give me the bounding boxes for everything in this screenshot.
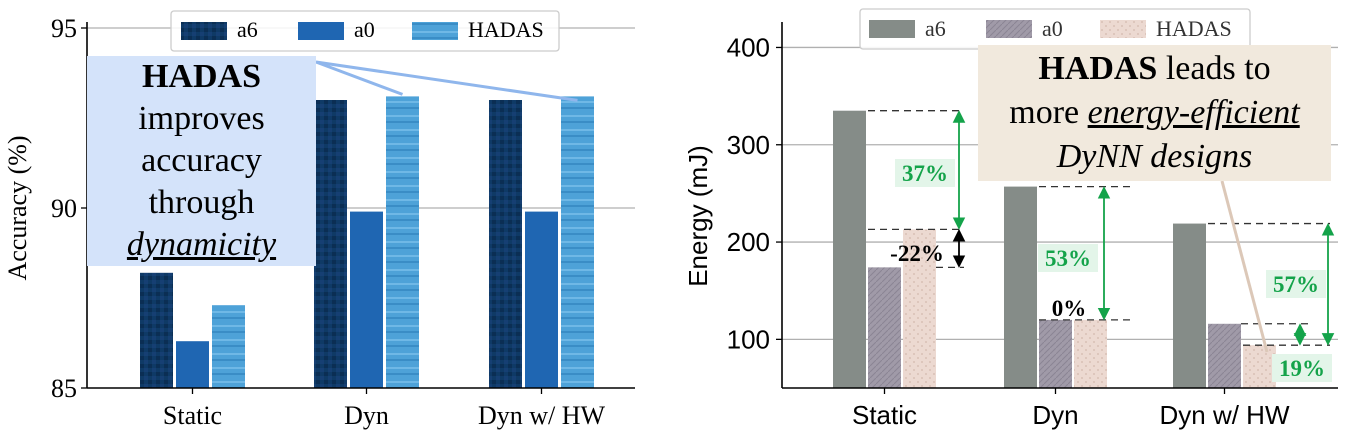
left-bar-a0 (525, 211, 558, 388)
percent-label: 57% (1273, 272, 1319, 297)
right-legend-label: a6 (925, 16, 946, 41)
right-bar-a0 (1208, 323, 1241, 388)
left-bar-a0 (176, 341, 209, 388)
right-bar-a6 (1173, 223, 1206, 388)
left-legend-frame (170, 10, 560, 52)
percent-label: 53% (1045, 246, 1091, 271)
annotation-hadas-left: HADAS (141, 58, 262, 95)
left-y-axis-label: Accuracy (%) (3, 135, 32, 280)
energy-annotation-box: HADAS leads to more energy-efficient DyN… (978, 45, 1331, 181)
right-legend: a6 a0 HADAS (859, 8, 1251, 50)
left-legend-label: a0 (354, 17, 375, 42)
left-ytick-label: 95 (51, 14, 77, 43)
left-legend-label: a6 (237, 17, 258, 42)
right-legend-swatch-a0 (986, 20, 1032, 38)
accuracy-annotation-box: HADAS improves accuracy through dynamici… (87, 56, 316, 266)
callout-line-dynhw (315, 60, 578, 102)
left-legend-swatch-HADAS (412, 22, 458, 40)
percent-label: -22% (890, 241, 944, 266)
callout-line-energy (1220, 180, 1269, 353)
left-bar-HADAS (386, 96, 419, 389)
percent-label: 19% (1279, 356, 1325, 381)
percent-label-bg (1038, 244, 1098, 272)
left-bar-HADAS (212, 305, 245, 388)
callout-line-dyn (315, 60, 404, 96)
right-xtick-label: Static (852, 400, 917, 430)
right-legend-label: a0 (1042, 16, 1063, 41)
annotation-dynn-designs: DyNN designs (1056, 138, 1253, 175)
left-ytick-label: 85 (51, 374, 77, 403)
right-ytick-label: 200 (727, 227, 770, 257)
percent-label-bg (1266, 270, 1326, 298)
annotation-dynamicity: dynamicity (126, 226, 277, 263)
left-xtick-label: Dyn w/ HW (478, 401, 606, 430)
percent-label: 0% (1052, 296, 1087, 321)
annotation-more: more (1009, 94, 1080, 131)
left-bar-a6 (314, 100, 347, 388)
percent-label: 37% (902, 161, 948, 186)
right-legend-label: HADAS (1156, 16, 1232, 41)
right-bar-a6 (833, 110, 866, 389)
right-bar-HADAS (1074, 319, 1107, 388)
left-bar-HADAS (561, 96, 594, 389)
percent-label-bg (1272, 354, 1332, 382)
right-ytick-label: 300 (727, 130, 770, 160)
right-bar-HADAS (1243, 345, 1276, 388)
right-bar-a0 (868, 267, 901, 388)
right-ytick-label: 400 (727, 32, 770, 62)
right-bar-a0 (1039, 319, 1072, 388)
right-xtick-label: Dyn w/ HW (1160, 400, 1290, 430)
right-bar-HADAS (903, 229, 936, 388)
left-xtick-label: Static (163, 401, 222, 430)
right-legend-swatch-a6 (869, 20, 915, 38)
left-legend-swatch-a0 (298, 22, 344, 40)
left-xtick-label: Dyn (344, 401, 389, 430)
percent-label-bg (895, 159, 955, 187)
annotation-line-improves: improves (138, 100, 265, 137)
right-legend-swatch-HADAS (1100, 20, 1146, 38)
left-bar-a6 (489, 100, 522, 388)
left-bar-a0 (350, 211, 383, 388)
left-bar-a6 (140, 272, 173, 388)
left-legend-label: HADAS (468, 17, 544, 42)
annotation-line-through: through (148, 184, 255, 221)
annotation-energy-efficient: energy-efficient (1087, 94, 1300, 131)
left-ytick-label: 90 (51, 194, 77, 223)
right-y-axis-label: Energy (mJ) (683, 145, 713, 287)
left-legend: a6 a0 HADAS (170, 10, 560, 52)
right-xtick-label: Dyn (1032, 400, 1078, 430)
annotation-leads-to: leads to (1165, 50, 1271, 87)
left-legend-swatch-a6 (181, 22, 227, 40)
right-bar-a6 (1004, 186, 1037, 388)
annotation-hadas-right: HADAS (1038, 50, 1158, 87)
right-ytick-label: 100 (727, 324, 770, 354)
annotation-line-accuracy: accuracy (141, 142, 262, 179)
